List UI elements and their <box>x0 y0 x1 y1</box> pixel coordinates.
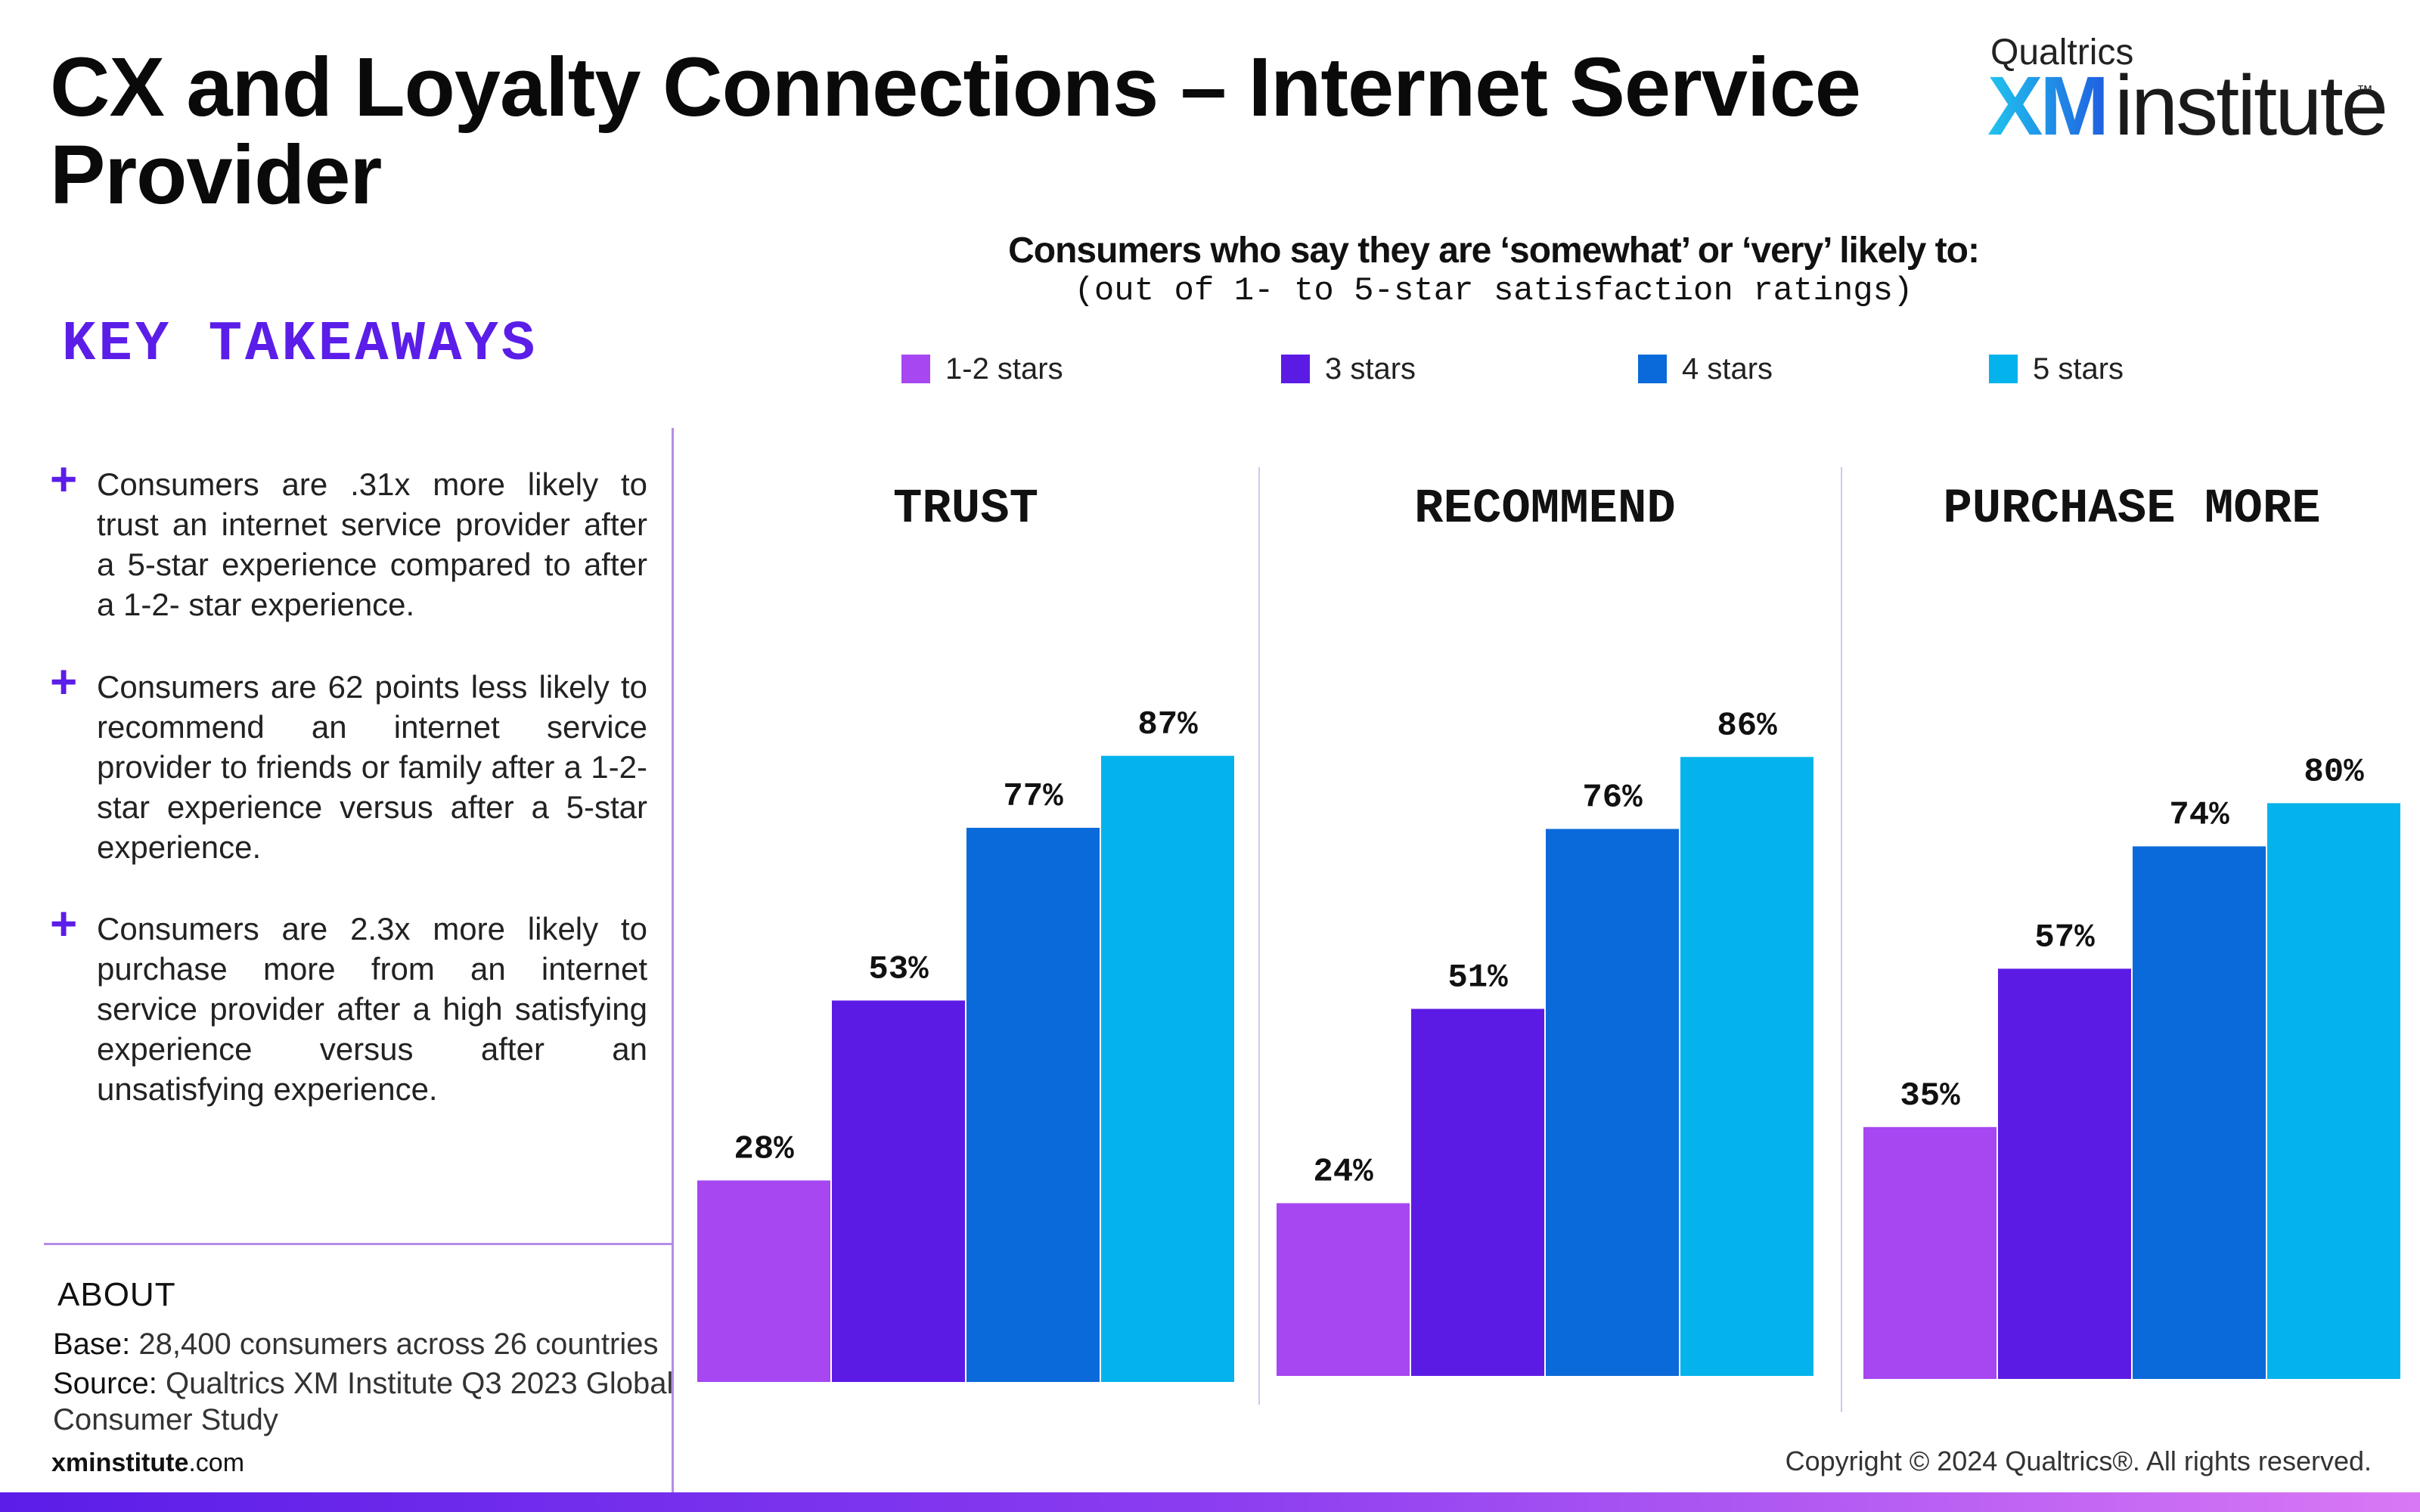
legend-label: 3 stars <box>1325 352 1416 386</box>
chart-title: Consumers who say they are ‘somewhat’ or… <box>1008 231 1980 271</box>
bar-value-label: 51% <box>1447 959 1508 996</box>
bar <box>1998 968 2131 1379</box>
legend-item-1-2-stars: 1-2 stars <box>901 352 1063 386</box>
plus-icon: + <box>50 454 78 506</box>
about-heading: ABOUT <box>57 1276 176 1313</box>
takeaway-text: Consumers are 62 points less likely to r… <box>97 669 647 865</box>
logo-trademark: ™ <box>2356 82 2373 101</box>
logo-qualtrics-text: Qualtrics <box>1990 33 2134 73</box>
panel-divider-2 <box>1841 467 1842 1412</box>
source-label: Source: <box>53 1367 157 1400</box>
bottom-gradient-bar <box>0 1492 2420 1512</box>
bar <box>1680 757 1813 1376</box>
bar-value-label: 87% <box>1137 706 1198 744</box>
panel-title: RECOMMEND <box>1414 482 1676 537</box>
chart-subtitle: (out of 1- to 5-star satisfaction rating… <box>1074 272 1913 310</box>
legend-swatch <box>1989 355 2018 383</box>
bar <box>697 1180 830 1382</box>
legend-label: 5 stars <box>2033 352 2124 386</box>
takeaway-item: + Consumers are 62 points less likely to… <box>50 659 647 867</box>
legend-swatch <box>1281 355 1310 383</box>
page-title: CX and Loyalty Connections – Internet Se… <box>50 41 1861 222</box>
bar-value-label: 80% <box>2304 753 2364 791</box>
logo-xm-text: XM <box>1987 60 2109 153</box>
legend-label: 4 stars <box>1682 352 1773 386</box>
legend-item-3-stars: 3 stars <box>1281 352 1416 386</box>
sidebar-divider <box>672 428 674 1492</box>
bar-value-label: 74% <box>2169 797 2229 835</box>
plus-icon: + <box>50 656 78 708</box>
key-takeaways-heading: KEY TAKEAWAYS <box>62 313 538 376</box>
bar <box>1411 1009 1544 1376</box>
legend-item-5-stars: 5 stars <box>1989 352 2124 386</box>
takeaway-item: + Consumers are .31x more likely to trus… <box>50 457 647 624</box>
legend-item-4-stars: 4 stars <box>1638 352 1773 386</box>
panel-title: TRUST <box>893 482 1038 537</box>
site-name: xminstitute <box>51 1448 189 1477</box>
bar <box>2267 803 2400 1379</box>
copyright-text: Copyright © 2024 Qualtrics®. All rights … <box>1785 1445 2372 1476</box>
takeaway-item: + Consumers are 2.3x more likely to purc… <box>50 901 647 1109</box>
bar-value-label: 76% <box>1582 779 1643 816</box>
source-text: Qualtrics XM Institute Q3 2023 Global Co… <box>53 1367 674 1436</box>
bar <box>966 827 1100 1382</box>
bar-value-label: 77% <box>1003 778 1063 816</box>
bar-value-label: 24% <box>1313 1154 1373 1191</box>
panel-title: PURCHASE MORE <box>1943 482 2320 537</box>
takeaway-text: Consumers are 2.3x more likely to purcha… <box>97 911 647 1107</box>
about-divider <box>44 1243 673 1245</box>
bar <box>1277 1203 1410 1376</box>
bar-value-label: 28% <box>734 1130 794 1168</box>
about-base: Base: 28,400 consumers across 26 countri… <box>53 1328 658 1362</box>
panel-divider-1 <box>1258 467 1260 1405</box>
bar <box>1101 755 1234 1382</box>
legend-swatch <box>901 355 930 383</box>
bar-value-label: 35% <box>1900 1077 1960 1115</box>
about-source: Source: Qualtrics XM Institute Q3 2023 G… <box>53 1365 681 1438</box>
legend-swatch <box>1638 355 1667 383</box>
bar <box>2133 846 2266 1379</box>
bar-value-label: 86% <box>1717 707 1777 745</box>
footer-site-link[interactable]: xminstitute.com <box>51 1448 244 1478</box>
base-text: 28,400 consumers across 26 countries <box>138 1328 659 1361</box>
bar <box>1546 829 1679 1376</box>
plus-icon: + <box>50 898 78 950</box>
logo-institute-text: institute <box>2114 58 2388 153</box>
takeaway-text: Consumers are .31x more likely to trust … <box>97 466 647 622</box>
base-label: Base: <box>53 1328 131 1361</box>
bar-value-label: 53% <box>868 950 929 988</box>
legend-label: 1-2 stars <box>945 352 1063 386</box>
site-suffix: .com <box>188 1448 245 1477</box>
bar <box>832 1000 965 1382</box>
bar <box>1863 1126 1996 1379</box>
bar-value-label: 57% <box>2034 919 2095 956</box>
